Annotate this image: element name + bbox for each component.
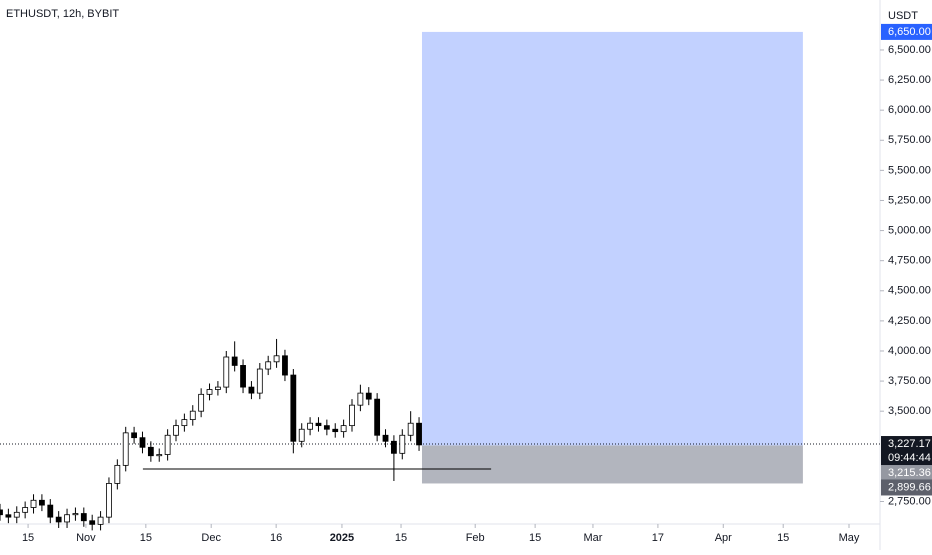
x-tick-label: 17 [652,532,664,544]
y-tick-label: 5,750.00 [888,134,931,146]
entry-label-bg [881,465,932,482]
target-label: 6,650.00 [888,26,931,38]
stop-label: 2,899.66 [888,481,931,493]
stop-label-bg [881,479,932,496]
y-tick-label: 4,250.00 [888,315,931,327]
x-tick-label: Mar [583,532,602,544]
candle-body [39,499,45,506]
chart-title: ETHUSDT, 12h, BYBIT [6,8,119,20]
y-tick-label: 5,000.00 [888,224,931,236]
candle-body [223,356,230,388]
candle-body [72,513,79,516]
candle-body [382,434,389,442]
candle-body [365,392,372,400]
x-tick-label: 16 [270,532,282,544]
candle-body [5,514,12,518]
y-tick-label: 3,750.00 [888,375,931,387]
candle-body [357,392,364,406]
candle-body [349,404,355,427]
y-tick-label: 4,000.00 [888,345,931,357]
y-tick-label: 6,500.00 [888,44,931,56]
x-tick-label: 15 [777,532,789,544]
currency-label[interactable]: USDT [888,10,918,22]
candle-body [332,428,339,433]
candle-body [114,464,121,484]
x-tick-label: Dec [201,532,221,544]
candle-body [30,499,37,508]
candle-body [64,514,70,523]
candle-body [156,454,163,457]
candle-body [273,355,280,363]
y-tick-label: 2,750.00 [888,495,931,507]
candle-body [374,398,381,436]
candle-body [80,513,87,522]
profit-zone [421,31,803,446]
candle-body [173,425,179,436]
countdown-label: 09:44:44 [888,452,931,464]
x-tick-label: 15 [529,532,541,544]
candle-body [106,483,112,518]
candle-body [231,356,238,366]
candle-body [131,432,137,439]
candle-body [139,437,146,448]
candle-body [47,504,54,518]
candle-body [0,509,3,516]
x-tick-label: Apr [715,532,732,544]
candle-body [22,507,29,513]
candle-body [265,361,272,370]
y-tick-label: 5,250.00 [888,194,931,206]
target-label-bg [881,23,932,40]
candle-body [89,520,96,525]
y-tick-label: 5,500.00 [888,164,931,176]
candle-body [290,374,297,442]
candle-body [256,368,263,394]
candle-body [307,422,313,430]
last-price-label: 3,227.17 [888,438,931,450]
candle-body [13,511,20,518]
candle-body [391,440,397,454]
x-tick-label: 15 [22,532,34,544]
x-tick-label: 15 [140,532,152,544]
candle-body [399,434,406,454]
candle-body [215,386,221,390]
x-tick-label: Nov [76,532,96,544]
candle-body [206,389,213,395]
x-tick-label: May [839,532,860,544]
loss-zone [421,445,803,484]
y-tick-label: 6,000.00 [888,104,931,116]
x-tick-label: 15 [395,532,407,544]
last-price-bg [881,436,932,467]
candle-body [340,425,347,433]
candle-body [147,446,154,457]
y-tick-label: 4,750.00 [888,255,931,267]
x-tick-label: 2025 [330,532,354,544]
candle-body [164,434,171,455]
x-tick-label: Feb [466,532,485,544]
candle-body [122,432,129,466]
entry-label: 3,215.36 [888,467,931,479]
candle-body [55,516,62,523]
candle-body [282,355,288,376]
candle-body [323,425,330,430]
y-tick-label: 6,250.00 [888,74,931,86]
candle-body [181,419,188,427]
candle-body [189,410,196,421]
candle-body [416,422,422,446]
candle-body [240,365,246,388]
candle-body [248,386,255,394]
candle-body [407,422,414,436]
candle-body [97,516,104,525]
candle-body [198,393,205,412]
y-tick-label: 4,500.00 [888,285,931,297]
candle-body [298,428,305,442]
y-tick-label: 3,500.00 [888,405,931,417]
candle-body [315,422,322,427]
